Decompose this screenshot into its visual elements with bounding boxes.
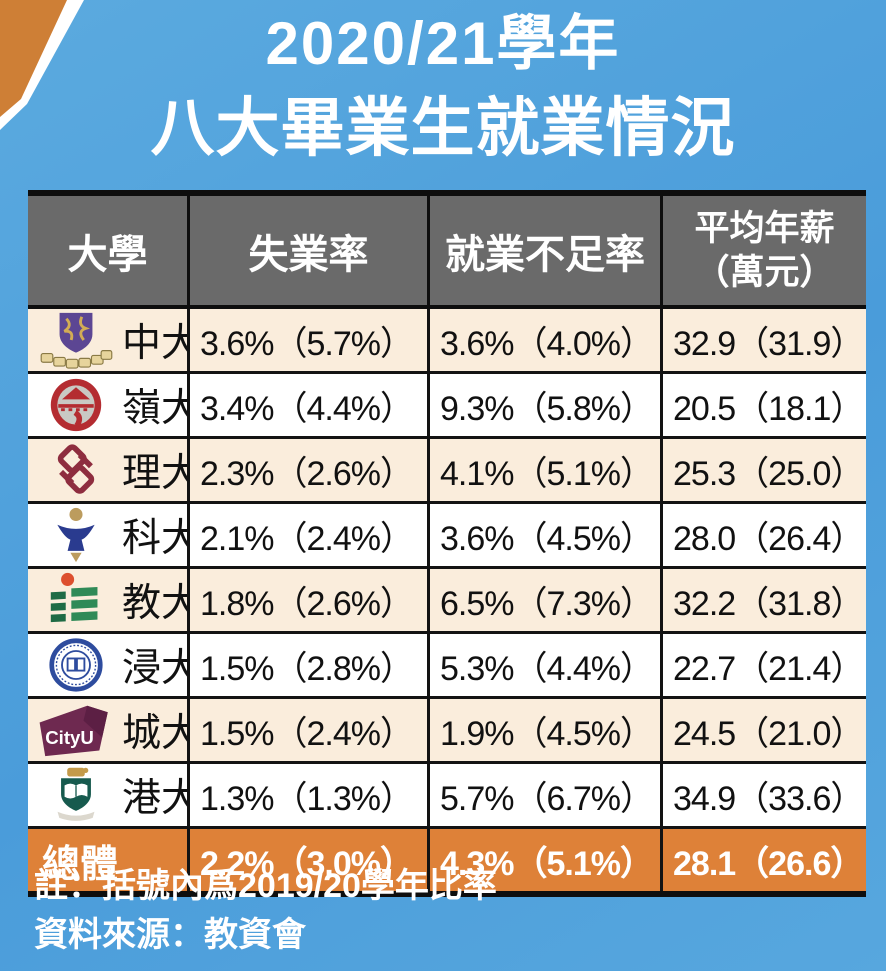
salary-cell: 20.5（18.1） bbox=[660, 374, 866, 436]
table-row-hku: 港大 1.3%（1.3%） 5.7%（6.7%） 34.9（33.6） bbox=[28, 764, 866, 829]
footnotes: 註：括號內爲2019/20學年比率 資料來源：教資會 bbox=[34, 862, 497, 961]
underemployment-cell: 5.3%（4.4%） bbox=[427, 634, 660, 696]
table-row-hkust: 科大 2.1%（2.4%） 3.6%（4.5%） 28.0（26.4） bbox=[28, 504, 866, 569]
salary-cell: 32.9（31.9） bbox=[660, 309, 866, 371]
university-cell: 浸大 bbox=[28, 634, 187, 696]
header-underemployment: 就業不足率 bbox=[427, 196, 660, 305]
underemployment-cell: 1.9%（4.5%） bbox=[427, 699, 660, 761]
university-name: 城大 bbox=[122, 712, 187, 755]
table-row-lingnan: 嶺大 3.4%（4.4%） 9.3%（5.8%） 20.5（18.1） bbox=[28, 374, 866, 439]
university-name: 理大 bbox=[122, 452, 187, 495]
employment-table: 大學 失業率 就業不足率 平均年薪 （萬元） bbox=[28, 190, 866, 897]
university-cell: 教大 bbox=[28, 569, 187, 631]
table-header-row: 大學 失業率 就業不足率 平均年薪 （萬元） bbox=[28, 190, 866, 309]
university-name: 科大 bbox=[122, 517, 187, 560]
hku-logo-icon bbox=[30, 766, 122, 824]
underemployment-cell: 5.7%（6.7%） bbox=[427, 764, 660, 826]
unemployment-cell: 2.1%（2.4%） bbox=[187, 504, 427, 566]
cityu-logo-icon: CityU bbox=[30, 702, 122, 758]
university-name: 教大 bbox=[122, 582, 187, 625]
university-cell: 科大 bbox=[28, 504, 187, 566]
salary-cell: 32.2（31.8） bbox=[660, 569, 866, 631]
table-row-cityu: CityU 城大 1.5%（2.4%） 1.9%（4.5%） 24.5（21.0… bbox=[28, 699, 866, 764]
hkbu-logo-icon bbox=[30, 637, 122, 693]
university-name: 浸大 bbox=[122, 647, 187, 690]
header-unemployment: 失業率 bbox=[187, 196, 427, 305]
university-name: 嶺大 bbox=[122, 387, 187, 430]
unemployment-cell: 1.3%（1.3%） bbox=[187, 764, 427, 826]
page-title: 2020/21學年 八大畢業生就業情況 bbox=[0, 10, 886, 164]
table-row-eduhk: 教大 1.8%（2.6%） 6.5%（7.3%） 32.2（31.8） bbox=[28, 569, 866, 634]
polyu-logo-icon bbox=[30, 442, 122, 498]
salary-cell: 22.7（21.4） bbox=[660, 634, 866, 696]
university-cell: CityU 城大 bbox=[28, 699, 187, 761]
underemployment-cell: 4.1%（5.1%） bbox=[427, 439, 660, 501]
table-row-hkbu: 浸大 1.5%（2.8%） 5.3%（4.4%） 22.7（21.4） bbox=[28, 634, 866, 699]
unemployment-cell: 2.3%（2.6%） bbox=[187, 439, 427, 501]
hkust-logo-icon bbox=[30, 506, 122, 564]
header-salary-line1: 平均年薪 bbox=[694, 208, 835, 248]
table-row-total: 總體 2.2%（3.0%） 4.3%（5.1%） 28.1（26.6） bbox=[28, 829, 866, 897]
total-salary-cell: 28.1（26.6） bbox=[660, 829, 866, 891]
salary-cell: 24.5（21.0） bbox=[660, 699, 866, 761]
salary-cell: 28.0（26.4） bbox=[660, 504, 866, 566]
header-university: 大學 bbox=[67, 232, 148, 277]
unemployment-cell: 1.5%（2.4%） bbox=[187, 699, 427, 761]
unemployment-cell: 3.6%（5.7%） bbox=[187, 309, 427, 371]
underemployment-cell: 9.3%（5.8%） bbox=[427, 374, 660, 436]
university-cell: 理大 bbox=[28, 439, 187, 501]
total-underemployment-cell: 4.3%（5.1%） bbox=[427, 829, 660, 891]
note-brackets: 註：括號內爲2019/20學年比率 bbox=[34, 867, 497, 905]
note-source: 資料來源：教資會 bbox=[34, 916, 306, 955]
unemployment-cell: 1.8%（2.6%） bbox=[187, 569, 427, 631]
title-subject: 八大畢業生就業情況 bbox=[150, 92, 736, 164]
unemployment-cell: 3.4%（4.4%） bbox=[187, 374, 427, 436]
header-salary: 平均年薪 （萬元） bbox=[660, 196, 866, 305]
table-row-polyu: 理大 2.3%（2.6%） 4.1%（5.1%） 25.3（25.0） bbox=[28, 439, 866, 504]
table-row-cuhk: 中大 3.6%（5.7%） 3.6%（4.0%） 32.9（31.9） bbox=[28, 309, 866, 374]
underemployment-cell: 3.6%（4.0%） bbox=[427, 309, 660, 371]
university-name: 中大 bbox=[122, 322, 187, 365]
salary-cell: 34.9（33.6） bbox=[660, 764, 866, 826]
cuhk-logo-icon bbox=[30, 311, 122, 369]
header-salary-line2: （萬元） bbox=[694, 252, 835, 292]
unemployment-cell: 1.5%（2.8%） bbox=[187, 634, 427, 696]
total-label: 總體 bbox=[42, 843, 119, 886]
university-cell: 中大 bbox=[28, 309, 187, 371]
total-unemployment-cell: 2.2%（3.0%） bbox=[187, 829, 427, 891]
title-year: 2020/21學年 bbox=[265, 10, 621, 77]
underemployment-cell: 6.5%（7.3%） bbox=[427, 569, 660, 631]
lingnan-logo-icon bbox=[30, 377, 122, 433]
salary-cell: 25.3（25.0） bbox=[660, 439, 866, 501]
university-cell: 嶺大 bbox=[28, 374, 187, 436]
university-name: 港大 bbox=[122, 777, 187, 820]
university-cell: 港大 bbox=[28, 764, 187, 826]
underemployment-cell: 3.6%（4.5%） bbox=[427, 504, 660, 566]
svg-text:CityU: CityU bbox=[45, 727, 94, 748]
eduhk-logo-icon bbox=[30, 572, 122, 628]
